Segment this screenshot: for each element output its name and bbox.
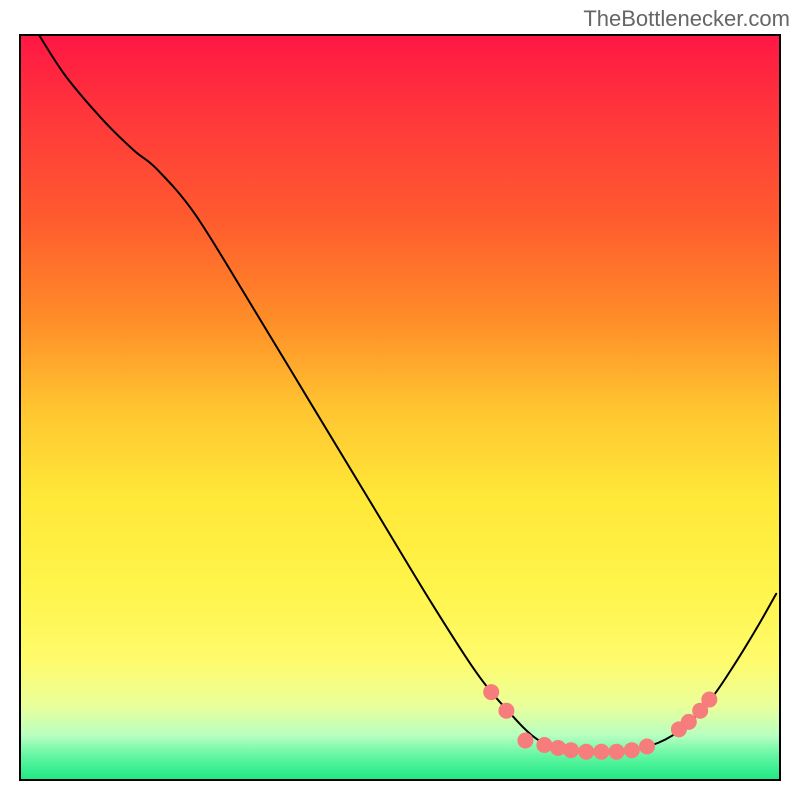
curve-marker bbox=[593, 744, 609, 760]
curve-marker bbox=[498, 703, 514, 719]
curve-marker bbox=[639, 738, 655, 754]
curve-marker bbox=[483, 684, 499, 700]
bottleneck-chart bbox=[0, 0, 800, 800]
watermark-text: TheBottlenecker.com bbox=[583, 6, 790, 32]
chart-container: TheBottlenecker.com bbox=[0, 0, 800, 800]
curve-marker bbox=[578, 744, 594, 760]
curve-marker bbox=[609, 744, 625, 760]
curve-marker bbox=[517, 733, 533, 749]
curve-marker bbox=[536, 737, 552, 753]
curve-marker bbox=[624, 742, 640, 758]
plot-background bbox=[20, 35, 780, 780]
curve-marker bbox=[681, 714, 697, 730]
curve-marker bbox=[563, 742, 579, 758]
curve-marker bbox=[701, 692, 717, 708]
